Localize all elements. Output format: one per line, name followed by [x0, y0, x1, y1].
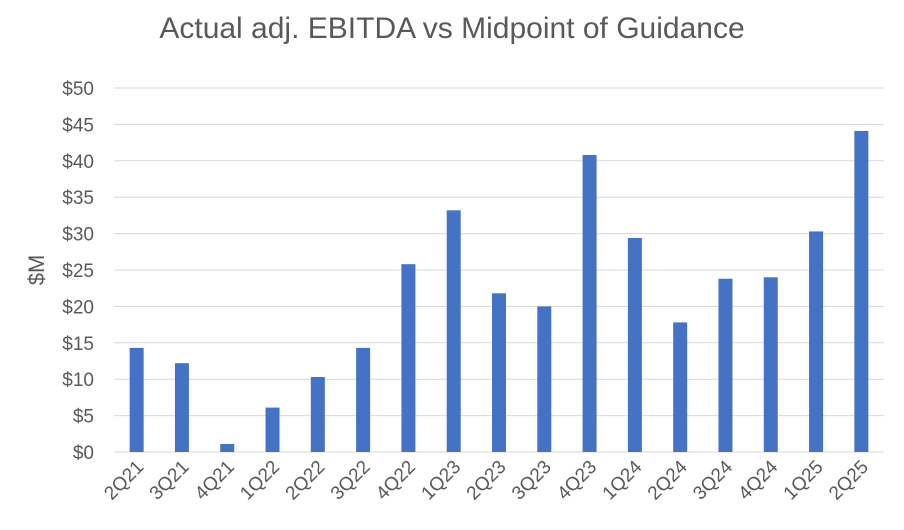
- bar: [446, 210, 461, 452]
- x-tick-label: 4Q21: [191, 457, 239, 505]
- x-tick-label: 4Q22: [372, 457, 420, 505]
- bar: [129, 347, 144, 452]
- y-tick-label: $30: [62, 225, 94, 246]
- x-tick-label: 1Q23: [418, 457, 466, 505]
- x-tick-label: 1Q25: [780, 457, 828, 505]
- y-axis-ticks: $0 $5 $10 $15 $20 $25 $30 $35 $40 $45 $50: [62, 79, 94, 464]
- bar: [265, 407, 280, 452]
- y-tick-label: $5: [73, 407, 94, 428]
- x-tick-label: 3Q22: [327, 457, 375, 505]
- bar: [627, 237, 642, 452]
- x-tick-label: 3Q24: [689, 456, 737, 504]
- y-tick-label: $15: [62, 334, 94, 355]
- bar: [809, 231, 824, 452]
- bar: [582, 154, 597, 452]
- y-axis-label: $M: [24, 255, 49, 286]
- bar: [537, 306, 552, 452]
- chart-title: Actual adj. EBITDA vs Midpoint of Guidan…: [159, 12, 745, 45]
- bar: [763, 277, 778, 452]
- y-tick-label: $0: [73, 443, 94, 464]
- bar: [310, 377, 325, 452]
- x-tick-label: 2Q22: [282, 457, 330, 505]
- y-tick-label: $25: [62, 261, 94, 282]
- x-tick-label: 1Q22: [236, 457, 284, 505]
- bar: [718, 278, 733, 452]
- x-tick-label: 4Q24: [735, 456, 783, 504]
- x-tick-label: 2Q24: [644, 456, 692, 504]
- y-tick-label: $10: [62, 370, 94, 391]
- bar: [401, 264, 416, 452]
- x-tick-label: 4Q23: [553, 457, 601, 505]
- bar: [220, 443, 235, 452]
- bar: [854, 130, 869, 452]
- x-axis-ticks: 2Q213Q214Q211Q222Q223Q224Q221Q232Q233Q23…: [100, 456, 872, 504]
- x-tick-label: 2Q25: [825, 457, 873, 505]
- x-tick-label: 1Q24: [599, 456, 647, 504]
- bar: [673, 322, 688, 452]
- bar: [492, 293, 506, 452]
- y-tick-label: $50: [62, 79, 94, 100]
- y-tick-label: $20: [62, 297, 94, 318]
- bar: [356, 347, 371, 452]
- bar: [174, 363, 189, 452]
- x-tick-label: 3Q23: [508, 457, 556, 505]
- x-tick-label: 2Q23: [463, 457, 511, 505]
- y-tick-label: $45: [62, 115, 94, 136]
- x-tick-label: 3Q21: [146, 457, 194, 505]
- y-tick-label: $40: [62, 152, 94, 173]
- x-tick-label: 2Q21: [100, 457, 148, 505]
- bars: [129, 130, 869, 452]
- y-tick-label: $35: [62, 188, 94, 209]
